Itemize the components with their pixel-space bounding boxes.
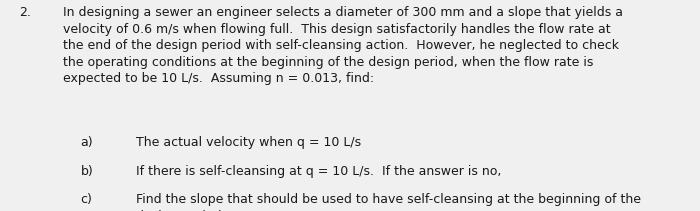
Text: 2.: 2. [20,6,32,19]
Text: c): c) [80,193,92,206]
Text: In designing a sewer an engineer selects a diameter of 300 mm and a slope that y: In designing a sewer an engineer selects… [63,6,623,85]
Text: a): a) [80,136,93,149]
Text: The actual velocity when q = 10 L/s: The actual velocity when q = 10 L/s [136,136,362,149]
Text: b): b) [80,165,93,178]
Text: If there is self-cleansing at q = 10 L/s.  If the answer is no,: If there is self-cleansing at q = 10 L/s… [136,165,502,178]
Text: Find the slope that should be used to have self-cleansing at the beginning of th: Find the slope that should be used to ha… [136,193,641,211]
